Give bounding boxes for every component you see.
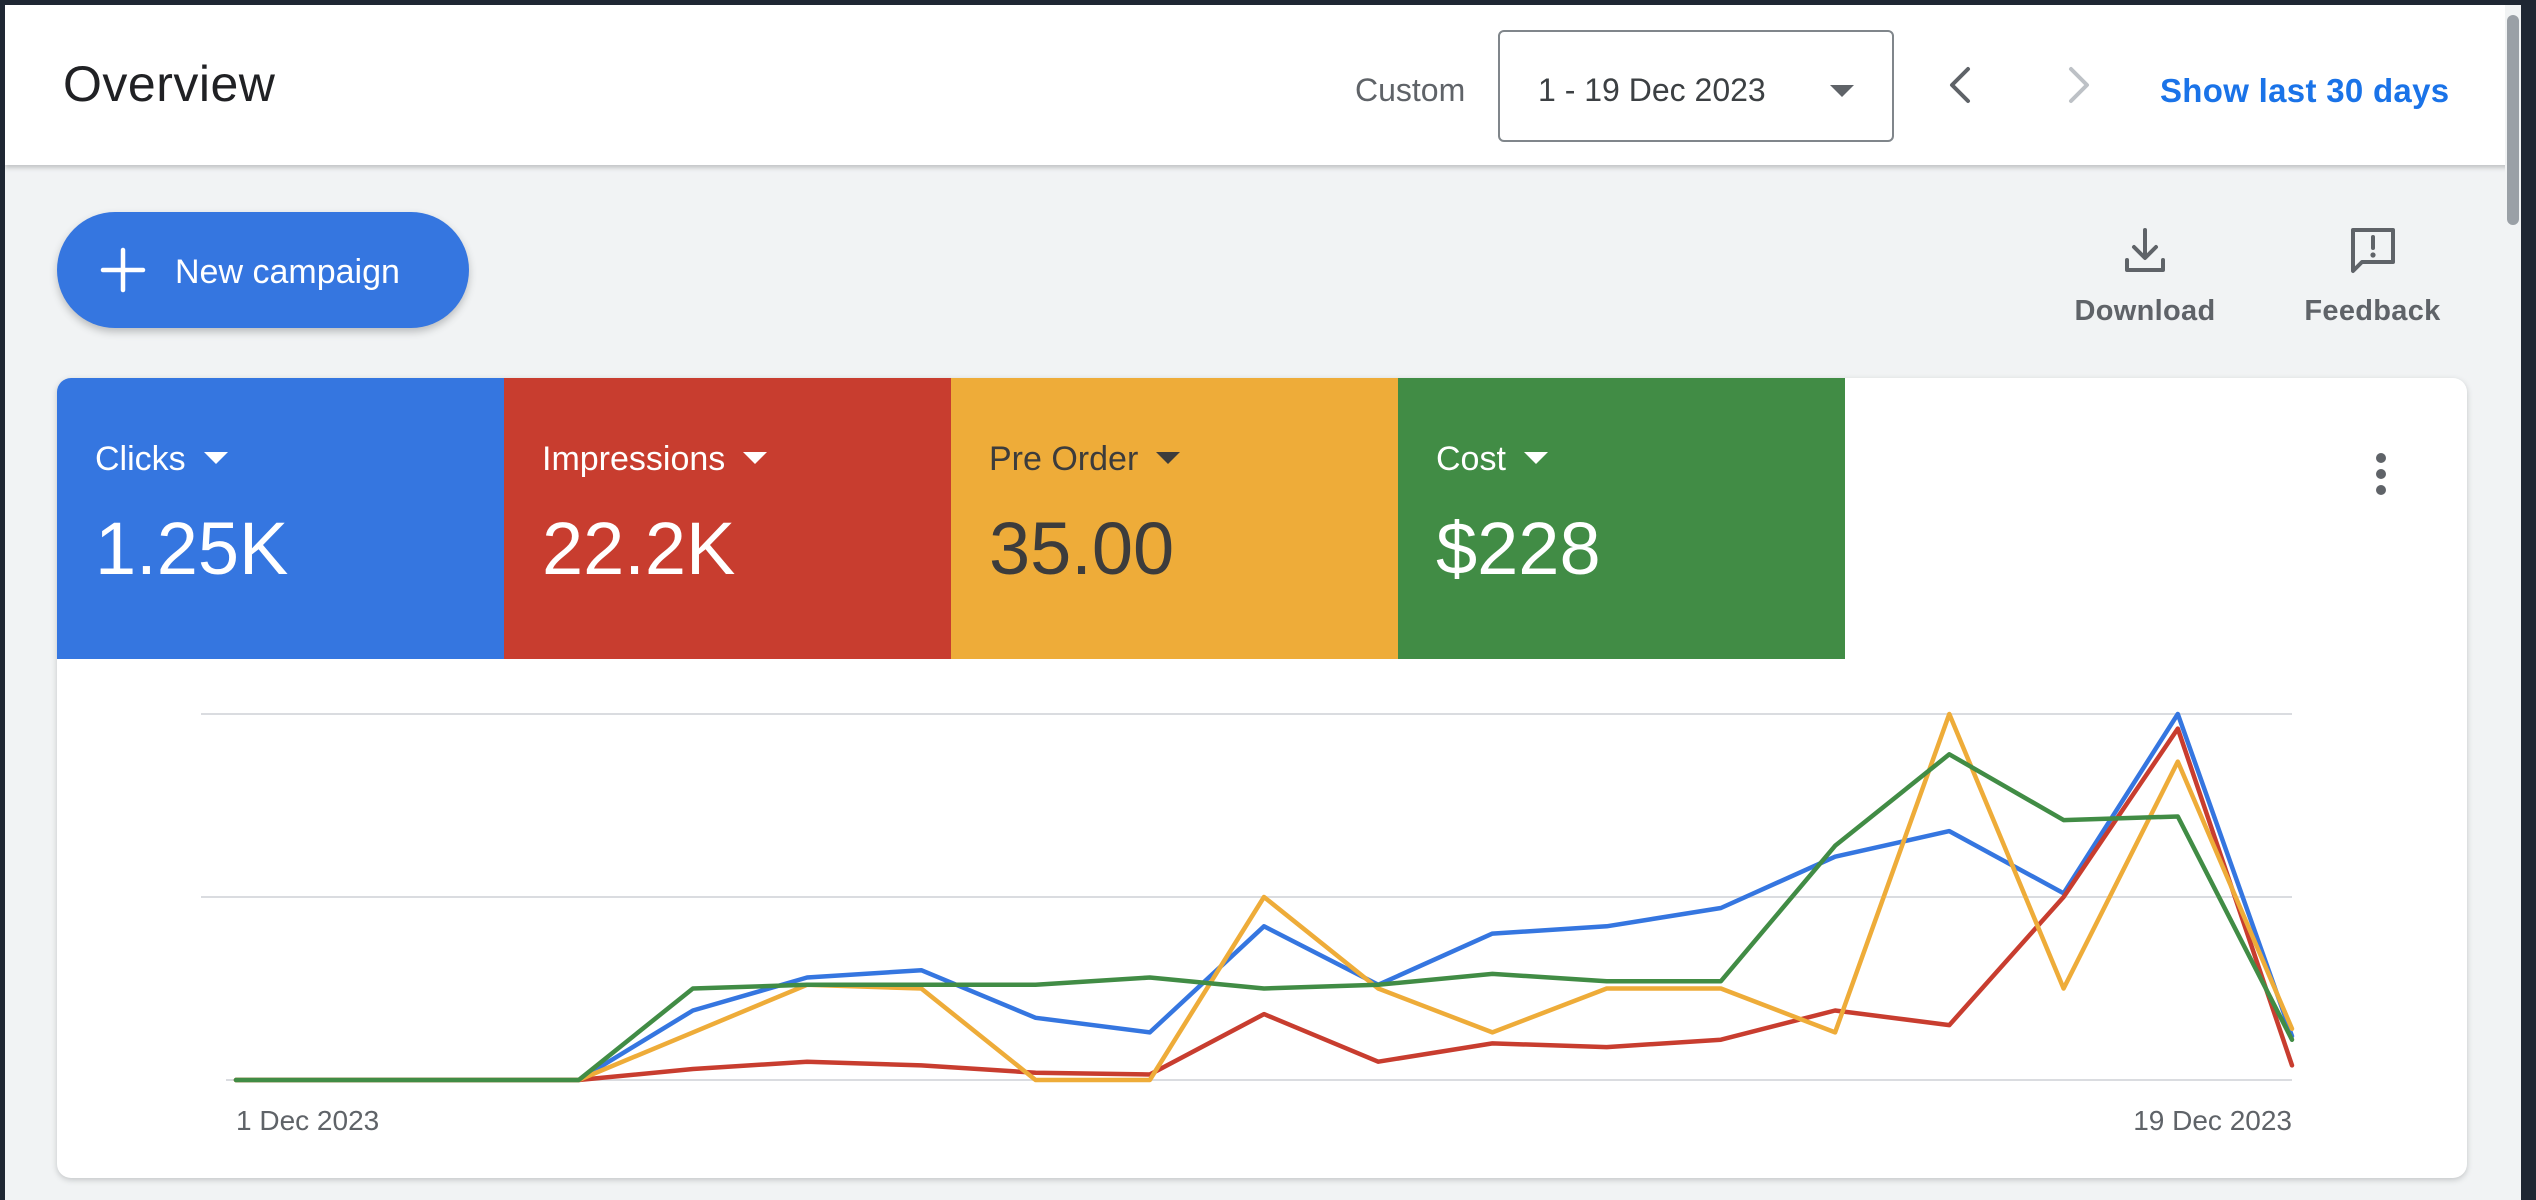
metric-name: Pre Order	[989, 440, 1181, 479]
metric-label-cost: Cost	[1436, 440, 1506, 478]
metric-tile-impressions[interactable]: Impressions 22.2K	[504, 378, 951, 659]
new-campaign-button[interactable]: New campaign	[57, 212, 469, 328]
dropdown-arrow-icon	[743, 452, 768, 465]
plus-icon	[100, 247, 146, 293]
dropdown-arrow-icon	[1523, 452, 1548, 465]
date-range-type-label: Custom	[1355, 72, 1466, 108]
metric-value-pre-order: 35.00	[989, 507, 1175, 590]
metric-tile-cost[interactable]: Cost $228	[1398, 378, 1845, 659]
show-last-30-days-link[interactable]: Show last 30 days	[2160, 72, 2450, 109]
app-window: Overview Custom 1 - 19 Dec 2023 Show las…	[5, 5, 2521, 1200]
metric-name: Impressions	[542, 440, 768, 479]
dropdown-arrow-icon	[1156, 452, 1181, 465]
new-campaign-label: New campaign	[175, 253, 400, 291]
x-axis-start-label: 1 Dec 2023	[236, 1105, 379, 1136]
download-label: Download	[2074, 295, 2216, 327]
x-axis-end-label: 19 Dec 2023	[2133, 1105, 2292, 1136]
date-range-select[interactable]: 1 - 19 Dec 2023	[1498, 30, 1894, 142]
metric-tile-clicks[interactable]: Clicks 1.25K	[57, 378, 504, 659]
performance-chart: 1 Dec 2023 19 Dec 2023	[201, 711, 2295, 1136]
metric-label-pre-order: Pre Order	[989, 440, 1139, 478]
feedback-button[interactable]: Feedback	[2300, 225, 2445, 328]
page-title: Overview	[63, 56, 276, 112]
top-bar: Overview Custom 1 - 19 Dec 2023 Show las…	[5, 5, 2521, 165]
download-icon	[2125, 228, 2165, 272]
metric-name: Clicks	[95, 440, 228, 479]
scrollbar-thumb[interactable]	[2507, 15, 2519, 225]
metric-tile-pre-order[interactable]: Pre Order 35.00	[951, 378, 1398, 659]
more-options-icon[interactable]	[2363, 448, 2399, 500]
scrollbar[interactable]	[2505, 5, 2521, 1200]
series-line-2	[233, 726, 2295, 1083]
metric-value-impressions: 22.2K	[542, 507, 736, 590]
chevron-down-icon	[1830, 85, 1854, 97]
metric-value-clicks: 1.25K	[95, 507, 289, 590]
performance-card: Clicks 1.25K Impressions 22.2K Pre Order…	[57, 378, 2467, 1178]
next-period-button[interactable]	[2055, 63, 2099, 107]
download-button[interactable]: Download	[2070, 225, 2220, 328]
chevron-right-icon	[2069, 67, 2089, 103]
date-range-value: 1 - 19 Dec 2023	[1538, 72, 1766, 108]
metric-value-cost: $228	[1436, 507, 1601, 590]
dropdown-arrow-icon	[203, 452, 228, 465]
chart-series	[233, 711, 2295, 1083]
series-line-4	[233, 752, 2295, 1083]
chevron-left-icon	[1950, 67, 1970, 103]
metric-label-clicks: Clicks	[95, 440, 186, 478]
feedback-label: Feedback	[2304, 295, 2441, 327]
metric-name: Cost	[1436, 440, 1548, 479]
feedback-icon	[2350, 228, 2395, 273]
metric-label-impressions: Impressions	[542, 440, 726, 478]
previous-period-button[interactable]	[1940, 63, 1984, 107]
